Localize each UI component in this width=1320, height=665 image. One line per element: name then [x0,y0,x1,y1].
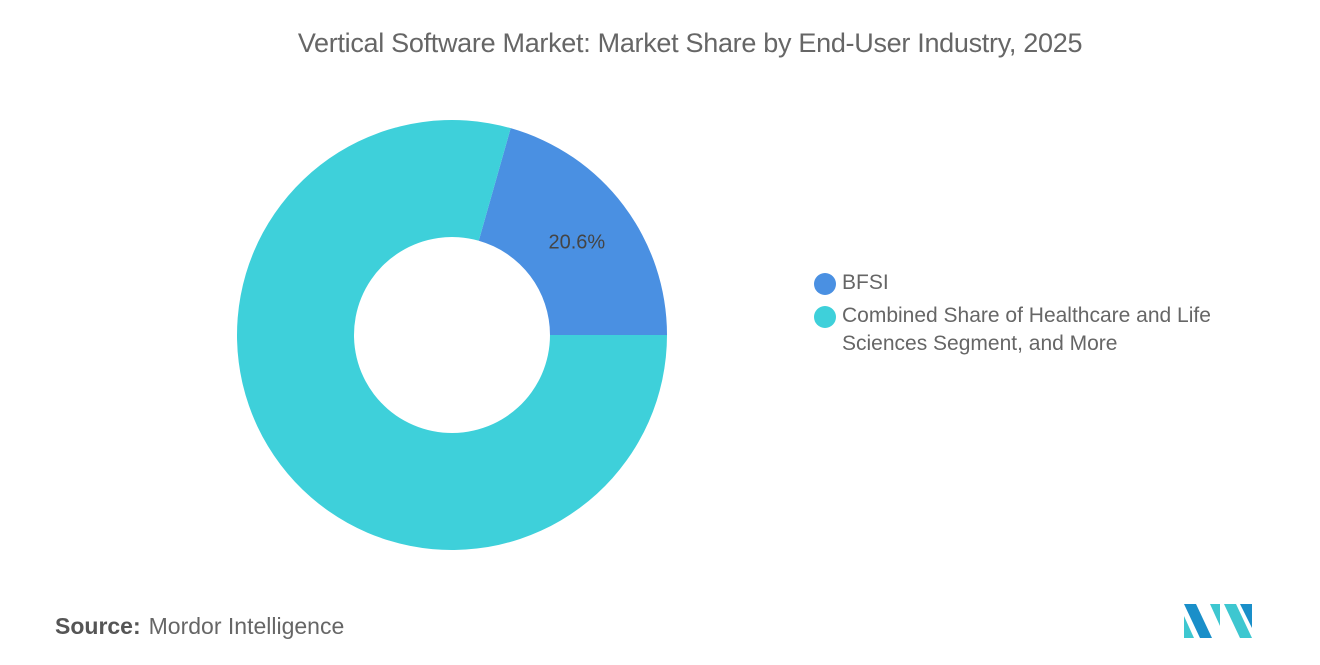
chart-title: Vertical Software Market: Market Share b… [297,28,1083,58]
source-label: Source: [55,613,141,639]
data-label: 20.6% [548,232,605,254]
donut-slice-0 [478,128,667,335]
legend-label: Combined Share of Healthcare and Life Sc… [842,304,1211,355]
legend: BFSI Combined Share of Healthcare and Li… [814,271,1254,366]
legend-label: BFSI [842,271,889,294]
source-note: Source: Mordor Intelligence [55,613,344,640]
donut-slice-1 [236,120,667,550]
legend-item-combined: Combined Share of Healthcare and Life Sc… [814,304,1254,358]
source-value: Mordor Intelligence [148,613,345,639]
legend-item-bfsi: BFSI [814,271,1254,297]
mordor-intelligence-logo [1184,604,1252,638]
legend-swatch [814,306,836,328]
legend-swatch [814,273,836,295]
